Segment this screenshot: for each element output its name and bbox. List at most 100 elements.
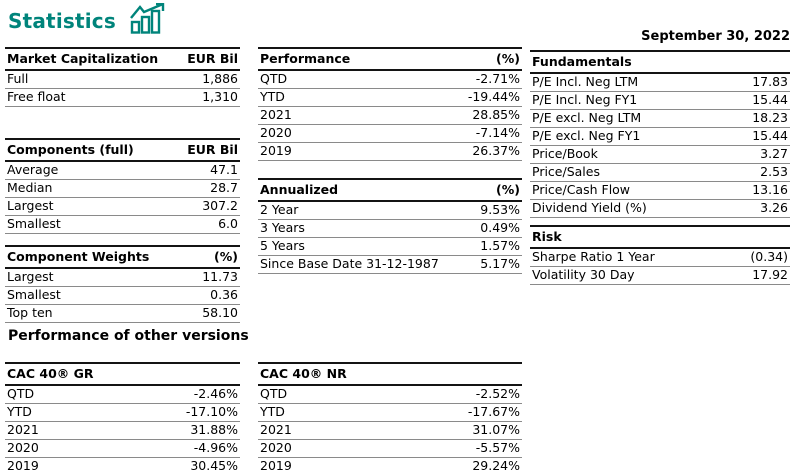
row-value: 1.57% xyxy=(480,238,520,253)
table-row: Price/Cash Flow 13.16 xyxy=(530,182,790,200)
table-row: 2021 28.85% xyxy=(258,107,522,125)
table-row: Price/Sales 2.53 xyxy=(530,164,790,182)
table-title: Performance xyxy=(260,51,351,66)
table-title: CAC 40® GR xyxy=(7,366,94,381)
annualized-table: Annualized (%) 2 Year 9.53% 3 Years 0.49… xyxy=(258,178,522,274)
row-label: Free float xyxy=(7,89,66,104)
table-title: Components (full) xyxy=(7,142,134,157)
row-value: -17.10% xyxy=(185,404,238,419)
row-value: -19.44% xyxy=(467,89,520,104)
row-value: 26.37% xyxy=(472,143,520,158)
table-header-row: CAC 40® GR xyxy=(5,364,240,386)
row-label: QTD xyxy=(260,71,288,86)
risk-table: Risk Sharpe Ratio 1 Year (0.34) Volatili… xyxy=(530,225,790,285)
table-unit: EUR Bil xyxy=(187,142,238,157)
row-value: 15.44 xyxy=(752,92,788,107)
row-value: -5.57% xyxy=(475,440,520,455)
table-row: Smallest 6.0 xyxy=(5,216,240,234)
row-label: Smallest xyxy=(7,216,61,231)
row-label: 2 Year xyxy=(260,202,299,217)
row-label: 2020 xyxy=(260,125,292,140)
row-label: Sharpe Ratio 1 Year xyxy=(532,249,655,264)
page-header: Statistics xyxy=(8,2,168,38)
row-label: 2021 xyxy=(260,107,292,122)
row-value: -17.67% xyxy=(467,404,520,419)
row-label: P/E excl. Neg FY1 xyxy=(532,128,641,143)
table-row: 2020 -7.14% xyxy=(258,125,522,143)
page-title: Statistics xyxy=(8,8,116,33)
table-header-row: CAC 40® NR xyxy=(258,364,522,386)
report-date: September 30, 2022 xyxy=(641,29,790,44)
cac40-gr-table: CAC 40® GR QTD -2.46% YTD -17.10% 2021 3… xyxy=(5,362,240,470)
row-label: P/E excl. Neg LTM xyxy=(532,110,642,125)
row-value: 9.53% xyxy=(480,202,520,217)
component-weights-table: Component Weights (%) Largest 11.73 Smal… xyxy=(5,245,240,323)
other-versions-heading: Performance of other versions xyxy=(8,328,249,344)
table-row: Smallest 0.36 xyxy=(5,287,240,305)
table-row: Sharpe Ratio 1 Year (0.34) xyxy=(530,249,790,267)
table-row: Average 47.1 xyxy=(5,162,240,180)
row-value: -2.46% xyxy=(193,386,238,401)
table-title: Market Capitalization xyxy=(7,51,159,66)
table-unit: EUR Bil xyxy=(187,51,238,66)
table-row: YTD -17.10% xyxy=(5,404,240,422)
table-title: CAC 40® NR xyxy=(260,366,347,381)
row-label: 2020 xyxy=(260,440,292,455)
table-header-row: Components (full) EUR Bil xyxy=(5,140,240,162)
table-row: Volatility 30 Day 17.92 xyxy=(530,267,790,285)
row-label: YTD xyxy=(260,89,285,104)
row-label: QTD xyxy=(7,386,35,401)
table-row: Largest 307.2 xyxy=(5,198,240,216)
table-row: YTD -17.67% xyxy=(258,404,522,422)
row-label: 2020 xyxy=(7,440,39,455)
row-value: -4.96% xyxy=(193,440,238,455)
row-label: Top ten xyxy=(7,305,53,320)
row-label: 5 Years xyxy=(260,238,305,253)
row-label: Median xyxy=(7,180,53,195)
row-value: 29.24% xyxy=(472,458,520,470)
table-row: 2020 -4.96% xyxy=(5,440,240,458)
table-row: Largest 11.73 xyxy=(5,269,240,287)
table-row: 2 Year 9.53% xyxy=(258,202,522,220)
table-row: P/E excl. Neg FY1 15.44 xyxy=(530,128,790,146)
market-capitalization-table: Market Capitalization EUR Bil Full 1,886… xyxy=(5,47,240,107)
table-row: P/E Incl. Neg LTM 17.83 xyxy=(530,74,790,92)
table-unit: (%) xyxy=(496,51,520,66)
row-label: Largest xyxy=(7,198,54,213)
row-value: -2.52% xyxy=(475,386,520,401)
table-row: Price/Book 3.27 xyxy=(530,146,790,164)
row-label: 2019 xyxy=(260,458,292,470)
row-value: (0.34) xyxy=(750,249,788,264)
table-header-row: Market Capitalization EUR Bil xyxy=(5,49,240,71)
table-row: 3 Years 0.49% xyxy=(258,220,522,238)
table-row: Full 1,886 xyxy=(5,71,240,89)
row-label: Price/Book xyxy=(532,146,598,161)
row-value: 13.16 xyxy=(752,182,788,197)
table-row: 2020 -5.57% xyxy=(258,440,522,458)
table-row: 2019 29.24% xyxy=(258,458,522,470)
row-value: 15.44 xyxy=(752,128,788,143)
table-title: Component Weights xyxy=(7,249,150,264)
components-table: Components (full) EUR Bil Average 47.1 M… xyxy=(5,138,240,234)
row-label: 2021 xyxy=(260,422,292,437)
row-value: 28.7 xyxy=(210,180,238,195)
table-row: 2021 31.07% xyxy=(258,422,522,440)
table-title: Annualized xyxy=(260,182,339,197)
table-row: Since Base Date 31-12-1987 5.17% xyxy=(258,256,522,274)
table-header-row: Fundamentals xyxy=(530,52,790,74)
row-value: 28.85% xyxy=(472,107,520,122)
table-title: Fundamentals xyxy=(532,54,632,69)
table-header-row: Risk xyxy=(530,227,790,249)
row-value: 47.1 xyxy=(210,162,238,177)
row-value: 3.27 xyxy=(760,146,788,161)
row-label: Since Base Date 31-12-1987 xyxy=(260,256,439,271)
row-label: 2021 xyxy=(7,422,39,437)
performance-table: Performance (%) QTD -2.71% YTD -19.44% 2… xyxy=(258,47,522,161)
row-value: 6.0 xyxy=(218,216,238,231)
row-label: 2019 xyxy=(7,458,39,470)
table-header-row: Component Weights (%) xyxy=(5,247,240,269)
table-row: QTD -2.71% xyxy=(258,71,522,89)
row-value: 30.45% xyxy=(190,458,238,470)
table-row: 2019 30.45% xyxy=(5,458,240,470)
